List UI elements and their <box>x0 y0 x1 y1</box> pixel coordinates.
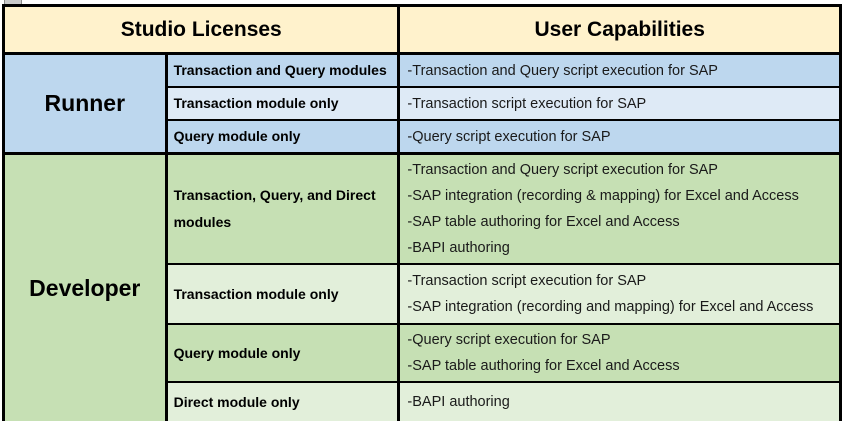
module-cell: Transaction, Query, and Direct modules <box>165 152 401 265</box>
license-cell-developer: Developer <box>2 152 168 421</box>
capabilities-cell: -BAPI authoring <box>397 381 842 421</box>
license-cell-runner: Runner <box>2 52 168 155</box>
module-cell: Query module only <box>165 323 401 383</box>
capabilities-cell: -Query script execution for SAP <box>397 119 842 155</box>
capability-line: -BAPI authoring <box>407 240 510 256</box>
capability-line: -Query script execution for SAP <box>407 332 611 348</box>
capability-line: -Transaction and Query script execution … <box>407 62 718 79</box>
capability-line: -Transaction script execution for SAP <box>407 95 647 112</box>
capability-line: -SAP integration (recording and mapping)… <box>407 299 814 315</box>
capabilities-cell: -Transaction and Query script execution … <box>397 52 842 88</box>
module-cell: Direct module only <box>165 381 401 421</box>
capability-line: -SAP table authoring for Excel and Acces… <box>407 214 680 230</box>
header-studio-licenses: Studio Licenses <box>2 4 401 55</box>
capabilities-cell: -Transaction and Query script execution … <box>397 152 842 265</box>
capabilities-cell: -Query script execution for SAP -SAP tab… <box>397 323 842 383</box>
table-row-runner-1: Runner Transaction and Query modules -Tr… <box>2 52 842 155</box>
capability-line: -Transaction script execution for SAP <box>407 273 647 289</box>
capabilities-cell: -Transaction script execution for SAP <box>397 86 842 121</box>
module-cell: Transaction module only <box>165 263 401 325</box>
module-cell: Query module only <box>165 119 401 155</box>
capability-line: -SAP integration (recording & mapping) f… <box>407 188 799 204</box>
table-row-runner-3: Query module only -Query script executio… <box>4 119 842 155</box>
table-row-runner-2: Transaction module only -Transaction scr… <box>4 86 842 121</box>
table-row-developer-1: Developer Transaction, Query, and Direct… <box>2 152 842 421</box>
table-row-developer-2: Transaction module only -Transaction scr… <box>4 263 842 325</box>
module-cell: Transaction and Query modules <box>165 52 401 88</box>
table-row-developer-3: Query module only -Query script executio… <box>4 323 842 383</box>
module-cell: Transaction module only <box>165 86 401 121</box>
license-capabilities-table: Studio Licenses User Capabilities Runner… <box>2 4 842 421</box>
header-user-capabilities: User Capabilities <box>397 4 842 55</box>
capability-line: -Query script execution for SAP <box>407 128 611 145</box>
capability-line: -Transaction and Query script execution … <box>407 162 718 178</box>
capability-line: -SAP table authoring for Excel and Acces… <box>407 358 680 374</box>
table-header-row: Studio Licenses User Capabilities <box>2 4 842 55</box>
table-row-developer-4: Direct module only -BAPI authoring <box>4 381 842 421</box>
capabilities-cell: -Transaction script execution for SAP -S… <box>397 263 842 325</box>
clipped-toolbar-fragment <box>4 0 22 4</box>
capability-line: -BAPI authoring <box>407 394 510 411</box>
